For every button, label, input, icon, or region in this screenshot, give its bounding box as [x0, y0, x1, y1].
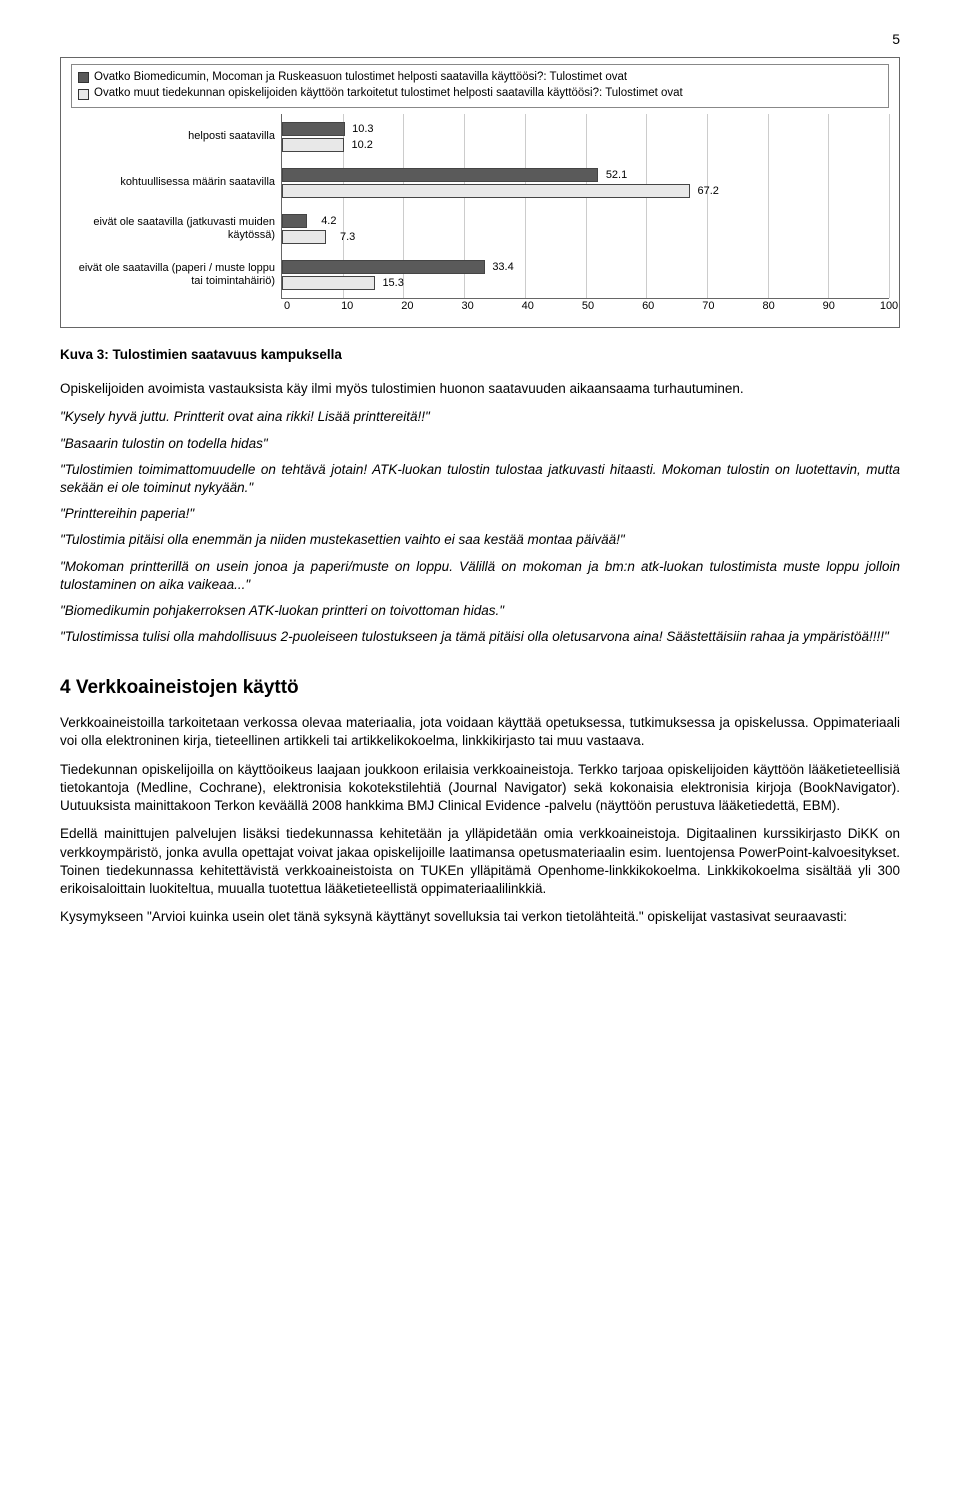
bar-value-label: 52.1 — [606, 168, 627, 183]
grid-line — [889, 114, 890, 298]
quote-text: "Tulostimissa tulisi olla mahdollisuus 2… — [60, 628, 900, 646]
bar-value-label: 33.4 — [492, 260, 513, 275]
y-category-label: eivät ole saatavilla (jatkuvasti muiden … — [71, 206, 275, 252]
x-axis: 0102030405060708090100 — [287, 299, 889, 317]
body-paragraph: Edellä mainittujen palvelujen lisäksi ti… — [60, 825, 900, 898]
chart-legend: Ovatko Biomedicumin, Mocoman ja Ruskeasu… — [71, 64, 889, 108]
bar-group: 10.310.2 — [282, 114, 889, 160]
quote-text: "Kysely hyvä juttu. Printterit ovat aina… — [60, 408, 900, 426]
legend-swatch — [78, 72, 89, 83]
chart-body: helposti saatavillakohtuullisessa määrin… — [71, 114, 889, 299]
bar-value-label: 10.3 — [352, 122, 373, 137]
x-tick-label: 30 — [461, 299, 473, 314]
x-tick-label: 0 — [284, 299, 290, 314]
page-number: 5 — [60, 30, 900, 49]
bar-group: 4.27.3 — [282, 206, 889, 252]
legend-swatch — [78, 89, 89, 100]
bar: 15.3 — [282, 276, 375, 290]
x-tick-label: 90 — [823, 299, 835, 314]
body-paragraph: Verkkoaineistoilla tarkoitetaan verkossa… — [60, 714, 900, 750]
x-tick-label: 100 — [880, 299, 898, 314]
chart-container: Ovatko Biomedicumin, Mocoman ja Ruskeasu… — [60, 57, 900, 328]
quote-text: "Tulostimien toimimattomuudelle on tehtä… — [60, 461, 900, 497]
bar: 52.1 — [282, 168, 598, 182]
x-tick-label: 60 — [642, 299, 654, 314]
intro-paragraph: Opiskelijoiden avoimista vastauksista kä… — [60, 380, 900, 398]
body-paragraph: Tiedekunnan opiskelijoilla on käyttöoike… — [60, 761, 900, 816]
bar-value-label: 10.2 — [351, 138, 372, 153]
x-tick-label: 10 — [341, 299, 353, 314]
bar-value-label: 67.2 — [697, 184, 718, 199]
y-category-label: kohtuullisessa määrin saatavilla — [71, 160, 275, 206]
legend-item: Ovatko muut tiedekunnan opiskelijoiden k… — [78, 86, 882, 102]
bar: 10.3 — [282, 122, 345, 136]
legend-label: Ovatko muut tiedekunnan opiskelijoiden k… — [94, 86, 683, 102]
y-category-label: eivät ole saatavilla (paperi / muste lop… — [71, 252, 275, 298]
x-tick-label: 20 — [401, 299, 413, 314]
bar-group: 33.4 15.3 — [282, 252, 889, 298]
bar: 33.4 — [282, 260, 485, 274]
bar: 4.2 — [282, 214, 307, 228]
bar: 67.2 — [282, 184, 690, 198]
quotes-block: "Kysely hyvä juttu. Printterit ovat aina… — [60, 408, 900, 646]
quote-text: "Biomedikumin pohjakerroksen ATK-luokan … — [60, 602, 900, 620]
legend-label: Ovatko Biomedicumin, Mocoman ja Ruskeasu… — [94, 70, 627, 86]
section-heading: 4 Verkkoaineistojen käyttö — [60, 675, 900, 701]
quote-text: "Printtereihin paperia!" — [60, 505, 900, 523]
bar-group: 52.167.2 — [282, 160, 889, 206]
x-tick-label: 70 — [702, 299, 714, 314]
y-category-label: helposti saatavilla — [71, 114, 275, 160]
x-tick-label: 50 — [582, 299, 594, 314]
quote-text: "Mokoman printterillä on usein jonoa ja … — [60, 558, 900, 594]
figure-caption: Kuva 3: Tulostimien saatavuus kampuksell… — [60, 346, 900, 364]
bar-value-label: 15.3 — [382, 276, 403, 291]
x-tick-label: 80 — [762, 299, 774, 314]
quote-text: "Basaarin tulostin on todella hidas" — [60, 435, 900, 453]
x-tick-label: 40 — [522, 299, 534, 314]
bar: 10.2 — [282, 138, 344, 152]
bar-value-label: 4.2 — [321, 214, 336, 229]
y-axis-labels: helposti saatavillakohtuullisessa määrin… — [71, 114, 281, 299]
plot-area: 10.310.252.167.24.27.333.415.3 — [281, 114, 889, 299]
body-paragraphs: Verkkoaineistoilla tarkoitetaan verkossa… — [60, 714, 900, 926]
bar: 7.3 — [282, 230, 326, 244]
bar-value-label: 7.3 — [340, 230, 355, 245]
body-paragraph: Kysymykseen "Arvioi kuinka usein olet tä… — [60, 908, 900, 926]
quote-text: "Tulostimia pitäisi olla enemmän ja niid… — [60, 531, 900, 549]
legend-item: Ovatko Biomedicumin, Mocoman ja Ruskeasu… — [78, 70, 882, 86]
